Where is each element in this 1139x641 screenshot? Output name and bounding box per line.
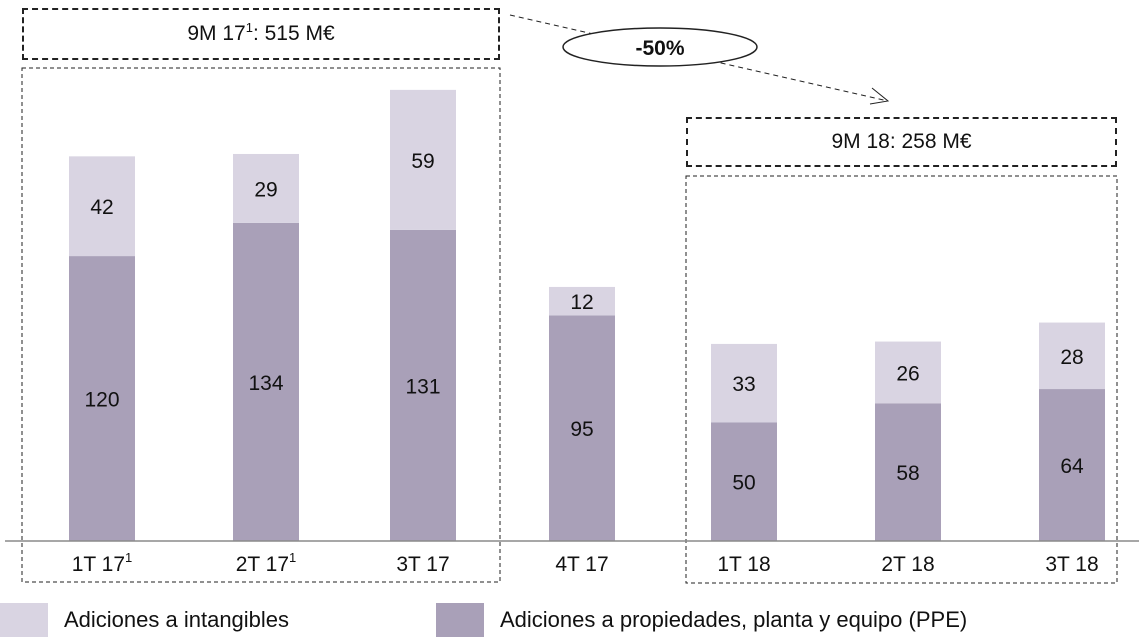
x-tick-text-5: 2T 18 (881, 553, 935, 576)
data-label-ppe-4: 50 (732, 472, 755, 495)
bars-group: 120 42 134 29 131 59 95 12 50 33 58 26 64 28 (69, 89, 1105, 542)
summary-box-2018: 9M 18: 258 M€ (686, 117, 1117, 167)
x-tick-text-1: 2T 17 (235, 553, 290, 576)
bar-segment-intangibles-3 (549, 286, 615, 316)
legend-swatch-intangibles (0, 603, 48, 637)
bar-segment-intangibles-2 (390, 89, 456, 230)
data-label-ppe-5: 58 (896, 462, 919, 485)
bar-segment-ppe-5 (875, 403, 941, 541)
x-tick-text-4: 1T 18 (717, 553, 771, 576)
x-tick-footnote-0: 1 (125, 550, 133, 565)
x-tick-label-4: 1T 18 (684, 553, 804, 577)
data-label-intangibles-4: 33 (732, 373, 755, 396)
data-label-intangibles-3: 12 (570, 291, 593, 314)
bar-segment-ppe-4 (711, 422, 777, 541)
summary-box-2017: 9M 171: 515 M€ (22, 8, 500, 60)
x-tick-label-3: 4T 17 (522, 553, 642, 577)
legend-swatch-ppe (436, 603, 484, 637)
data-label-ppe-6: 64 (1060, 455, 1084, 478)
x-tick-text-2: 3T 17 (396, 553, 450, 576)
x-tick-label-1: 2T 171 (206, 550, 326, 577)
summary-2018-label: 9M 18: 258 M€ (831, 130, 972, 153)
bar-segment-ppe-1 (233, 222, 299, 542)
change-label: -50% (635, 37, 684, 60)
summary-box-2017-text: 9M 171: 515 M€ (24, 10, 498, 58)
x-tick-footnote-1: 1 (289, 550, 297, 565)
x-tick-label-2: 3T 17 (363, 553, 483, 577)
x-tick-label-6: 3T 18 (1012, 553, 1132, 577)
bar-segment-intangibles-1 (233, 153, 299, 223)
bar-segment-ppe-6 (1039, 389, 1105, 541)
legend-label-ppe: Adiciones a propiedades, planta y equipo… (500, 607, 968, 632)
group-2018-box (685, 175, 1118, 584)
legend-label-intangibles: Adiciones a intangibles (64, 607, 290, 632)
data-label-ppe-0: 120 (84, 389, 119, 412)
data-label-ppe-3: 95 (570, 418, 593, 441)
data-label-intangibles-2: 59 (411, 150, 434, 173)
bar-segment-ppe-0 (69, 256, 135, 541)
summary-2017-footnote: 1 (245, 20, 253, 35)
change-arrow-head (869, 87, 890, 105)
data-label-ppe-1: 134 (248, 372, 283, 395)
x-tick-label-5: 2T 18 (848, 553, 968, 577)
data-label-intangibles-1: 29 (254, 178, 277, 201)
x-tick-text-0: 1T 17 (71, 553, 126, 576)
bar-segment-intangibles-0 (69, 156, 135, 257)
data-label-intangibles-5: 26 (896, 362, 919, 385)
data-label-intangibles-6: 28 (1060, 346, 1083, 369)
data-label-ppe-2: 131 (405, 375, 440, 398)
bar-segment-intangibles-4 (711, 343, 777, 423)
bar-segment-intangibles-6 (1039, 322, 1105, 390)
group-2017-box (21, 67, 501, 583)
bar-segment-ppe-2 (390, 229, 456, 541)
summary-2017-label: 9M 17 (187, 22, 246, 45)
legend-intangibles: Adiciones a intangibles (0, 600, 289, 640)
summary-2017-value: : 515 M€ (252, 22, 335, 45)
bar-segment-ppe-3 (549, 315, 615, 541)
bar-segment-intangibles-5 (875, 341, 941, 404)
x-tick-label-0: 1T 171 (42, 550, 162, 577)
data-label-intangibles-0: 42 (90, 196, 113, 219)
legend-ppe: Adiciones a propiedades, planta y equipo… (436, 600, 967, 640)
x-tick-text-3: 4T 17 (555, 553, 609, 576)
change-ellipse (562, 27, 758, 67)
x-tick-text-6: 3T 18 (1045, 553, 1099, 576)
